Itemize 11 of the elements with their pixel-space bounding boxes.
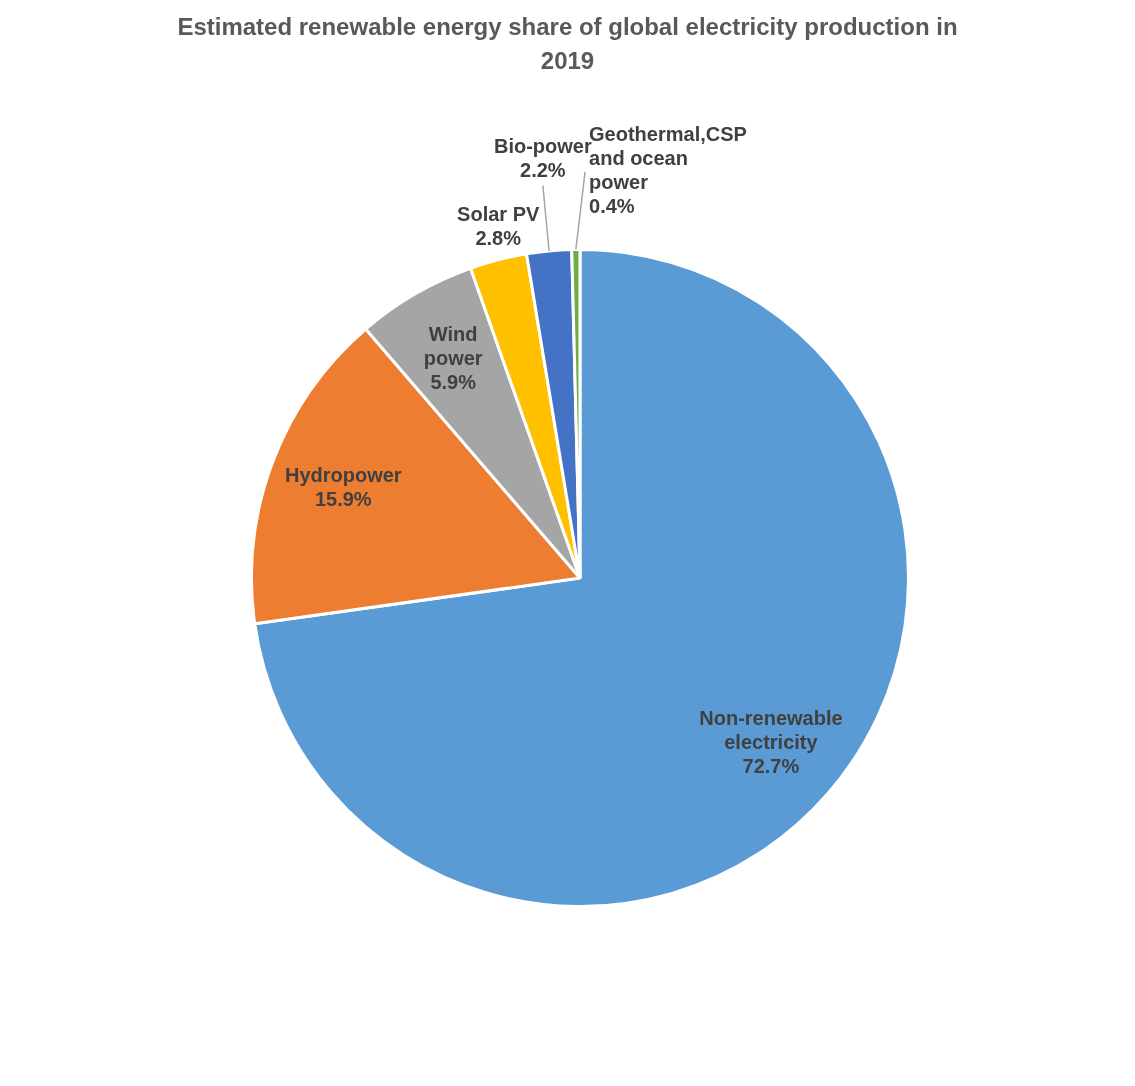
data-label: 2.2% — [520, 159, 566, 182]
data-label: 5.9% — [430, 370, 477, 393]
data-label: 0.4% — [589, 195, 635, 218]
slice-label: Solar PV — [457, 203, 541, 226]
slice-label: Wind power — [423, 322, 483, 369]
slice-label: Hydropower — [284, 464, 402, 487]
data-label: 2.8% — [475, 227, 522, 250]
data-label: 15.9% — [314, 488, 372, 511]
chart-title: Estimated renewable energy share of global electricity production in 2019 — [176, 12, 959, 76]
data-label: 72.7% — [742, 755, 800, 778]
slice-label: Non-renewable electricity — [699, 707, 843, 754]
